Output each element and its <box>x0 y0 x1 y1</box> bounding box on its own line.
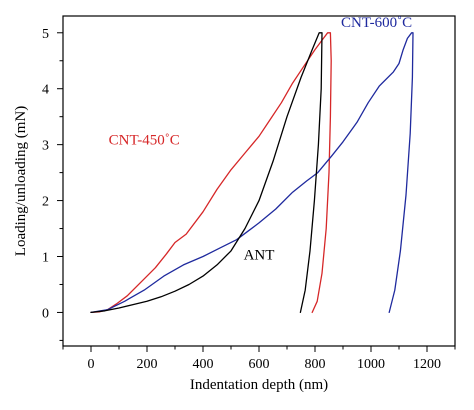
series-label: CNT-600˚C <box>341 15 412 31</box>
x-tick-label: 600 <box>249 357 270 372</box>
y-axis-title: Loading/unloading (mN) <box>13 106 29 256</box>
x-tick-label: 800 <box>305 357 326 372</box>
series-label: CNT-450˚C <box>109 133 180 149</box>
y-tick-label: 5 <box>42 27 49 42</box>
annotation-layer: CNT-450˚C CNT-600˚C ANT <box>109 15 413 263</box>
axes: 0 200 400 600 800 1000 1200 0 1 2 3 4 5 <box>42 15 456 372</box>
y-tick-label: 2 <box>42 195 49 210</box>
y-tick-label: 1 <box>42 251 49 266</box>
x-tick-label: 1000 <box>357 357 385 372</box>
x-tick-label: 200 <box>137 357 158 372</box>
series-layer <box>90 32 414 314</box>
series-line-cnt-600-c <box>90 32 414 314</box>
x-tick-label: 0 <box>88 357 95 372</box>
y-tick-label: 3 <box>42 139 49 154</box>
y-tick-label: 0 <box>42 306 49 321</box>
x-tick-label: 1200 <box>413 357 441 372</box>
y-tick-label: 4 <box>42 83 49 98</box>
plot-frame <box>62 15 456 347</box>
series-label: ANT <box>244 247 275 263</box>
x-axis-title: Indentation depth (nm) <box>190 377 328 393</box>
x-tick-label: 400 <box>193 357 214 372</box>
series-line-cnt-450-c <box>90 32 332 314</box>
series-line-ant <box>90 32 323 314</box>
